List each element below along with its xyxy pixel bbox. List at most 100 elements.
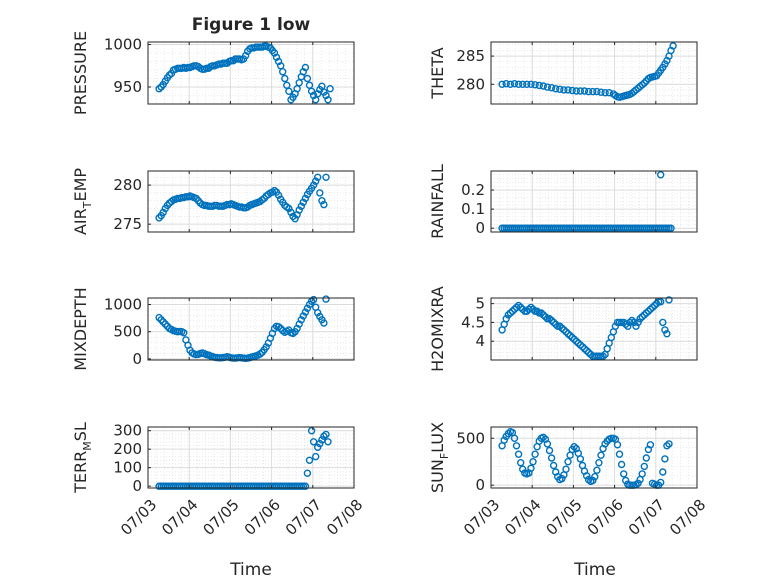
data-point: [299, 198, 307, 207]
data-point: [303, 304, 312, 312]
x-tick-label: 07/07: [625, 496, 668, 539]
data-point: [657, 298, 665, 306]
data-point: [498, 80, 506, 89]
data-point: [517, 459, 525, 467]
data-point: [547, 83, 556, 92]
data-point: [584, 87, 593, 96]
data-point: [535, 81, 543, 90]
data-point: [568, 86, 576, 95]
y-axis-label: SUNFLUX: [428, 422, 451, 493]
data-point: [630, 318, 638, 327]
data-point: [512, 303, 521, 312]
x-tick-label: 07/03: [117, 496, 160, 539]
data-point: [624, 322, 632, 330]
data-point: [291, 214, 299, 223]
y-tick-label: 0: [475, 476, 485, 494]
data-point: [301, 63, 310, 72]
data-point: [552, 85, 560, 93]
data-point: [574, 339, 582, 347]
data-point: [646, 305, 655, 313]
data-point: [547, 316, 556, 325]
axes-box: [147, 297, 355, 361]
data-point: [508, 307, 517, 315]
y-tick-label: 1000: [104, 36, 142, 54]
data-point: [568, 333, 576, 342]
y-axis-label: AIRTEMP: [71, 168, 94, 235]
data-point: [657, 478, 665, 487]
data-point: [663, 442, 671, 450]
x-tick-label: 07/07: [282, 496, 325, 539]
data-point: [539, 433, 547, 441]
data-point: [558, 324, 566, 332]
data-point: [502, 315, 510, 323]
data-point: [316, 439, 324, 448]
data-point: [301, 308, 310, 316]
data-point: [665, 440, 673, 448]
data-point: [593, 87, 601, 96]
data-point: [661, 326, 669, 334]
y-tick-label: 100: [113, 459, 142, 477]
data-point: [599, 352, 607, 360]
data-point: [285, 87, 293, 96]
data-point: [305, 456, 314, 464]
y-axis-label: H2OMIXRA: [428, 286, 447, 372]
data-point: [661, 455, 669, 463]
data-point: [320, 319, 328, 327]
data-point: [597, 451, 605, 459]
data-point: [628, 316, 636, 325]
data-point: [564, 458, 572, 466]
y-tick-label: 5: [475, 295, 485, 313]
data-point: [314, 173, 322, 182]
x-tick-label: 07/03: [460, 496, 503, 539]
data-point: [523, 307, 531, 315]
data-point: [593, 466, 601, 474]
data-point: [657, 171, 665, 179]
data-point: [322, 295, 330, 303]
data-point: [636, 315, 644, 323]
x-tick-label: 07/08: [323, 496, 366, 539]
x-axis-label-right: Time: [573, 560, 616, 580]
data-point: [500, 436, 508, 444]
data-point: [584, 348, 593, 357]
data-point: [582, 472, 591, 480]
data-point: [638, 470, 646, 478]
axes-box: [490, 426, 698, 489]
panel-air_temp: 275 280 AIRTEMP: [71, 168, 355, 235]
y-tick-label: 280: [456, 75, 485, 93]
data-point: [558, 474, 566, 483]
data-point: [309, 181, 318, 189]
data-point: [556, 85, 564, 94]
data-point: [539, 311, 547, 319]
data-point: [537, 309, 545, 317]
panel-h2omixra: 44.55 H2OMIXRA: [428, 286, 698, 372]
data-point: [279, 67, 287, 76]
data-point: [320, 200, 328, 209]
data-point: [570, 443, 578, 451]
data-point: [638, 313, 646, 321]
data-point: [549, 318, 558, 327]
data-point: [157, 316, 165, 324]
data-point: [322, 173, 330, 182]
data-point: [281, 74, 289, 83]
data-point: [560, 326, 568, 334]
y-tick-label: 280: [113, 176, 142, 194]
data-point: [285, 204, 293, 213]
data-point: [287, 208, 295, 217]
data-point: [502, 79, 510, 88]
y-tick-label: 275: [113, 215, 142, 233]
data-point: [510, 305, 519, 313]
data-point: [510, 434, 519, 442]
data-point: [531, 450, 539, 458]
y-tick-label: 0: [475, 219, 485, 237]
data-point: [277, 324, 285, 333]
data-point: [527, 80, 535, 89]
data-point: [646, 441, 655, 449]
panel-mixdepth: 0 500 1000 MIXDEPTH: [71, 287, 355, 371]
x-tick-label: 07/05: [199, 496, 242, 539]
data-point: [564, 86, 572, 94]
data-point: [611, 322, 620, 330]
data-point: [597, 88, 605, 96]
data-point: [527, 464, 535, 472]
data-point: [552, 320, 560, 328]
